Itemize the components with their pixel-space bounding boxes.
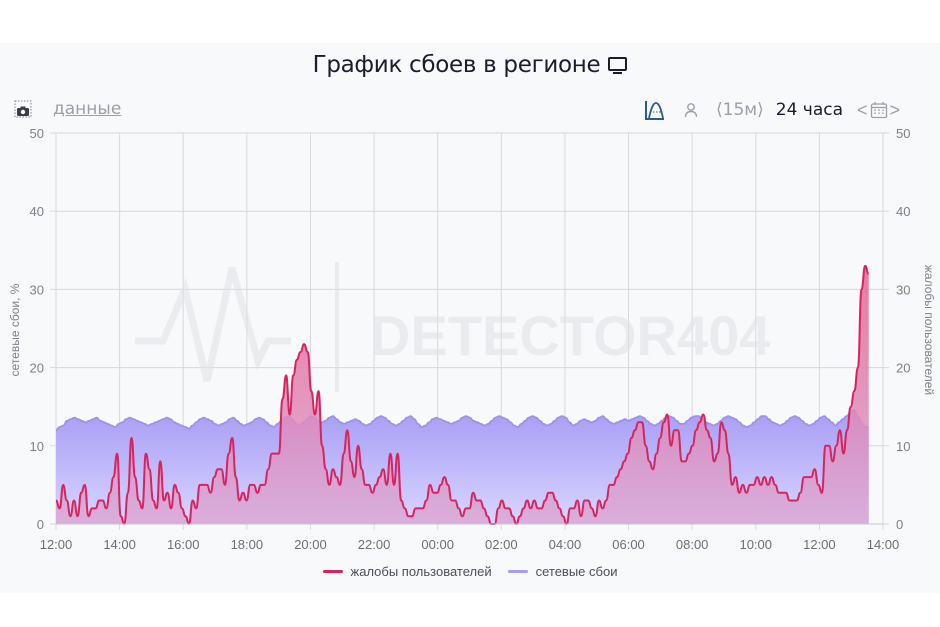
date-next-button[interactable]: > [889, 99, 901, 120]
date-prev-button[interactable]: < [857, 99, 868, 120]
toolbar-right: ⟨ 15м ⟩ 24 часа < > [644, 98, 900, 122]
page-title: График сбоев в регионе [312, 52, 601, 78]
complaints-area [56, 265, 869, 524]
user-icon[interactable] [684, 102, 698, 118]
axes: 0 0 10 10 20 20 30 30 40 40 50 50 12:00 14:00 16:00 18:… [30, 126, 911, 552]
interval-next-button[interactable]: ⟩ [757, 100, 764, 120]
svg-text:0: 0 [896, 517, 903, 532]
svg-text:10: 10 [896, 439, 910, 454]
legend-item-outages[interactable]: сетевые сбои [507, 564, 618, 579]
svg-text:50: 50 [896, 126, 910, 141]
svg-text:18:00: 18:00 [231, 537, 264, 552]
y-axis-left-label: сетевые сбои, % [8, 283, 22, 376]
complaints-line [55, 264, 870, 526]
svg-text:20: 20 [30, 361, 44, 376]
svg-text:40: 40 [30, 204, 44, 219]
svg-text:14:00: 14:00 [103, 537, 136, 552]
period-selector[interactable]: 24 часа [775, 100, 844, 120]
legend: жалобы пользователей сетевые сбои [0, 564, 940, 579]
date-navigator: < > [857, 100, 900, 121]
svg-text:50: 50 [30, 126, 44, 141]
svg-text:16:00: 16:00 [167, 537, 200, 552]
watermark: DETECTOR404 [135, 262, 770, 392]
svg-text:10: 10 [30, 439, 44, 454]
svg-text:22:00: 22:00 [358, 537, 391, 552]
svg-text:02:00: 02:00 [485, 537, 518, 552]
chart-header: График сбоев в регионе [0, 52, 940, 78]
svg-text:40: 40 [896, 204, 910, 219]
legend-item-complaints[interactable]: жалобы пользователей [322, 564, 492, 579]
interval-selector[interactable]: ⟨ 15м ⟩ [716, 100, 764, 120]
svg-text:30: 30 [30, 282, 44, 297]
svg-text:04:00: 04:00 [549, 537, 582, 552]
legend-label: сетевые сбои [535, 564, 618, 579]
y-axis-right-label: жалобы пользователей [922, 265, 936, 395]
svg-text:20: 20 [896, 361, 910, 376]
svg-text:30: 30 [896, 282, 910, 297]
interval-value: 15м [722, 100, 758, 120]
svg-text:10:00: 10:00 [739, 537, 772, 552]
svg-text:06:00: 06:00 [612, 537, 645, 552]
data-link[interactable]: данные [53, 99, 122, 119]
svg-text:0: 0 [37, 517, 44, 532]
watermark-text: DETECTOR404 [370, 304, 770, 367]
svg-text:00:00: 00:00 [421, 537, 454, 552]
toolbar-left: данные [14, 99, 121, 119]
svg-text:14:00: 14:00 [867, 537, 900, 552]
outages-line [55, 408, 869, 432]
svg-text:12:00: 12:00 [803, 537, 836, 552]
svg-text:12:00: 12:00 [40, 537, 73, 552]
complaints-swatch [322, 570, 343, 573]
svg-text:20:00: 20:00 [294, 537, 327, 552]
outages-swatch [507, 570, 528, 573]
area-chart-icon[interactable] [644, 99, 666, 121]
monitor-icon[interactable] [608, 57, 628, 74]
legend-label: жалобы пользователей [350, 564, 492, 579]
camera-icon[interactable] [14, 100, 32, 118]
calendar-icon[interactable] [870, 101, 888, 119]
svg-text:08:00: 08:00 [676, 537, 709, 552]
interval-prev-button[interactable]: ⟨ [716, 100, 723, 120]
